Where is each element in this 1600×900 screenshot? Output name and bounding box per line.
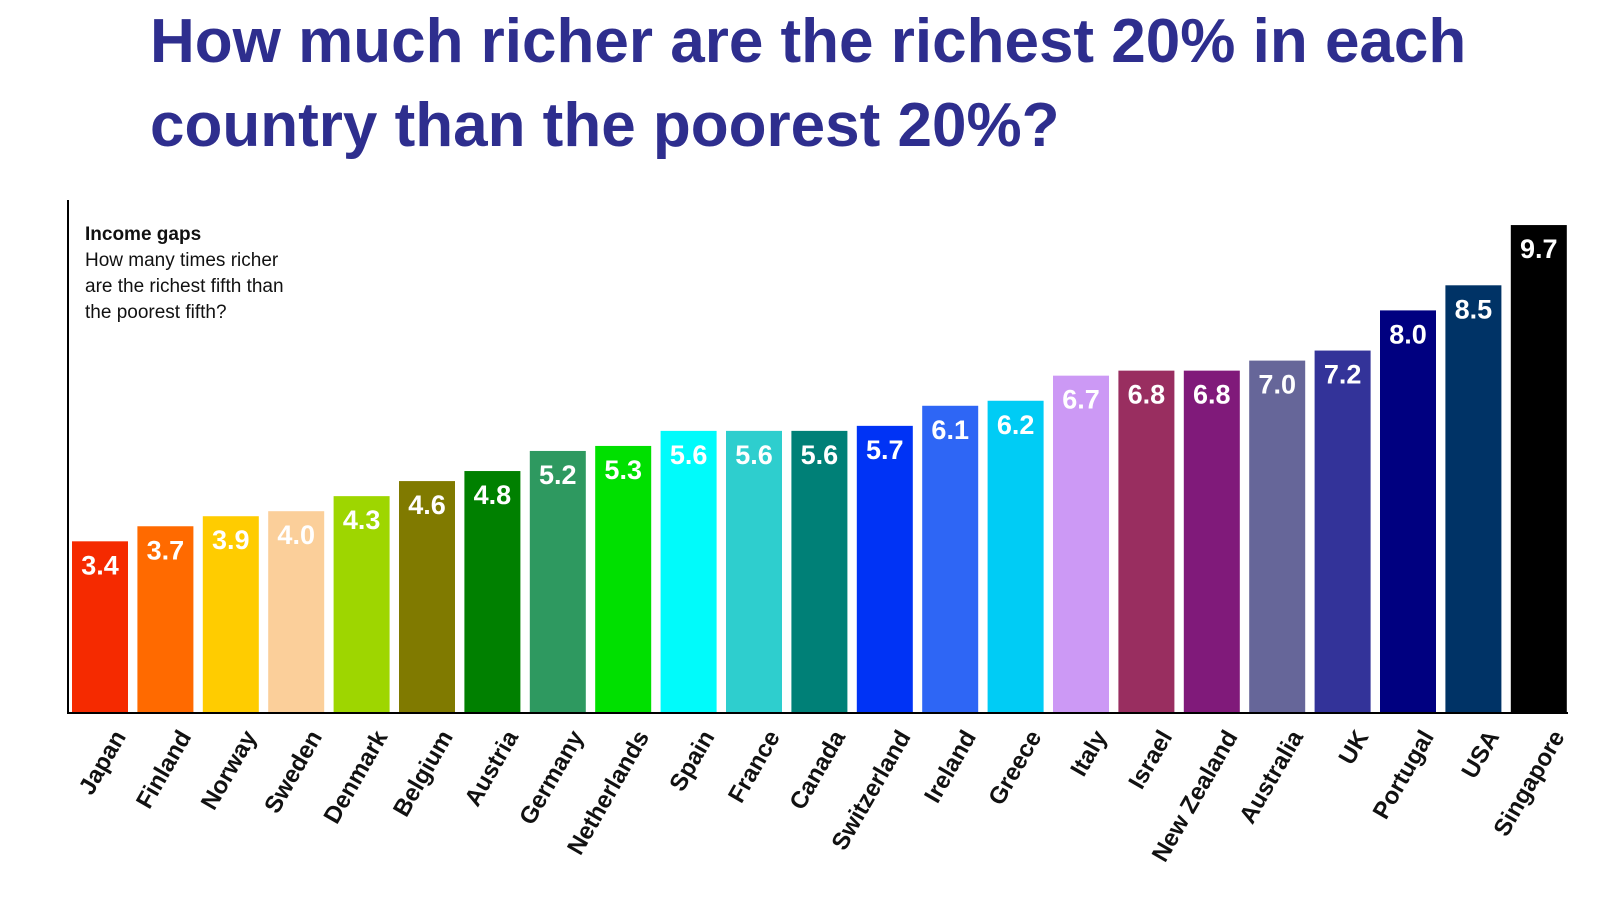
x-tick-label-sweden: Sweden — [259, 726, 328, 818]
bar-spain — [660, 430, 717, 712]
bar-singapore — [1510, 225, 1567, 712]
x-tick-label-germany: Germany — [514, 725, 590, 829]
value-label-switzerland: 5.7 — [866, 435, 904, 465]
value-labels-layer: 3.4 3.7 3.9 4.0 4.3 4.6 4.8 5.2 5.3 5.6 5.6 5.6 5.7 6… — [81, 234, 1557, 580]
x-tick-label-ireland: Ireland — [919, 726, 982, 808]
bar-greece — [987, 400, 1044, 712]
chart-subtitle-line-3: the poorest fifth? — [85, 302, 227, 323]
x-tick-label-japan: Japan — [74, 726, 132, 800]
value-label-norway: 3.9 — [212, 525, 250, 555]
bar-japan — [72, 541, 128, 712]
value-label-singapore: 9.7 — [1520, 234, 1558, 264]
value-label-portugal: 8.0 — [1389, 319, 1427, 349]
bar-switzerland — [856, 425, 913, 712]
bar-portugal — [1380, 310, 1436, 712]
value-label-france: 5.6 — [735, 440, 773, 470]
x-tick-label-spain: Spain — [664, 726, 720, 796]
x-tick-label-usa: USA — [1456, 726, 1505, 783]
value-label-greece: 6.2 — [997, 410, 1035, 440]
x-tick-label-uk: UK — [1334, 725, 1375, 769]
bar-sweden — [268, 511, 325, 712]
value-label-netherlands: 5.3 — [604, 455, 642, 485]
value-label-uk: 7.2 — [1324, 360, 1362, 390]
bar-france — [726, 430, 782, 712]
chart-subtitle-line-1: How many times richer — [85, 250, 279, 271]
chart-subtitle-line-2: are the richest fifth than — [85, 276, 284, 297]
value-label-belgium: 4.6 — [408, 490, 446, 520]
bar-israel — [1118, 370, 1175, 712]
bar-ireland — [922, 405, 979, 712]
bar-canada — [791, 430, 848, 712]
x-tick-label-denmark: Denmark — [319, 725, 394, 828]
bar-netherlands — [595, 445, 652, 712]
bar-denmark — [333, 496, 390, 712]
value-label-usa: 8.5 — [1455, 294, 1493, 324]
value-label-new-zealand: 6.8 — [1193, 380, 1231, 410]
bar-belgium — [399, 481, 455, 712]
bar-austria — [464, 471, 521, 712]
x-tick-label-france: France — [723, 726, 786, 808]
value-label-japan: 3.4 — [81, 550, 119, 580]
value-label-austria: 4.8 — [474, 480, 512, 510]
bar-usa — [1445, 285, 1502, 712]
x-tick-label-austria: Austria — [459, 725, 524, 811]
x-tick-label-norway: Norway — [196, 725, 263, 814]
x-tick-label-finland: Finland — [131, 726, 197, 813]
x-tick-label-greece: Greece — [983, 726, 1047, 810]
slide-title: How much richer are the richest 20% in e… — [150, 7, 1467, 160]
value-label-australia: 7.0 — [1258, 370, 1296, 400]
bars-layer — [72, 225, 1567, 712]
value-label-italy: 6.7 — [1062, 385, 1100, 415]
chart-title: Income gaps — [85, 224, 201, 245]
value-label-israel: 6.8 — [1128, 380, 1166, 410]
value-label-ireland: 6.1 — [931, 415, 969, 445]
x-tick-label-israel: Israel — [1123, 726, 1178, 794]
x-tick-label-australia: Australia — [1234, 725, 1309, 828]
value-label-germany: 5.2 — [539, 460, 577, 490]
value-label-finland: 3.7 — [147, 535, 185, 565]
x-tick-label-belgium: Belgium — [388, 726, 459, 822]
x-tick-label-portugal: Portugal — [1368, 726, 1440, 824]
bar-norway — [202, 516, 259, 712]
x-tick-label-italy: Italy — [1065, 725, 1113, 781]
value-label-spain: 5.6 — [670, 440, 708, 470]
bar-germany — [529, 450, 586, 712]
bar-uk — [1314, 350, 1371, 712]
value-label-denmark: 4.3 — [343, 505, 381, 535]
bar-finland — [137, 526, 194, 712]
value-label-sweden: 4.0 — [277, 520, 315, 550]
bar-australia — [1249, 360, 1306, 712]
x-tick-label-canada: Canada — [784, 725, 851, 814]
bar-new-zealand — [1183, 370, 1240, 712]
value-label-canada: 5.6 — [801, 440, 839, 470]
bar-italy — [1053, 375, 1109, 712]
